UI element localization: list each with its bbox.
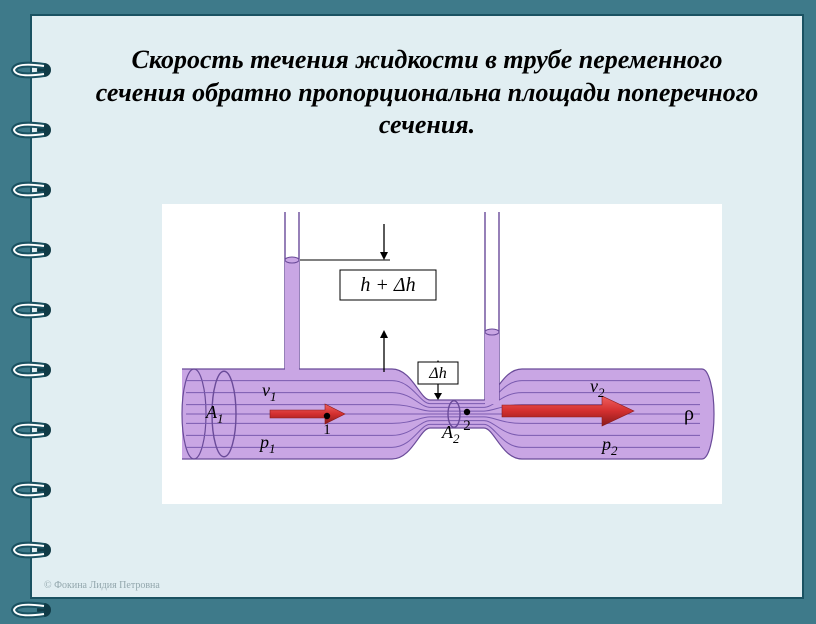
svg-text:Δh: Δh (428, 365, 446, 382)
svg-text:h + Δh: h + Δh (360, 274, 415, 296)
slide-page: Скорость течения жидкости в трубе переме… (30, 14, 804, 599)
slide-title: Скорость течения жидкости в трубе переме… (92, 44, 762, 142)
svg-text:ρ: ρ (684, 403, 694, 425)
svg-text:1: 1 (323, 422, 331, 438)
copyright-text: © Фокина Лидия Петровна (44, 580, 160, 591)
spiral-binding (10, 56, 54, 622)
svg-text:2: 2 (463, 418, 471, 434)
venturi-diagram: h + ΔhΔh12A1A2v1v2p1p2ρ (162, 204, 722, 504)
